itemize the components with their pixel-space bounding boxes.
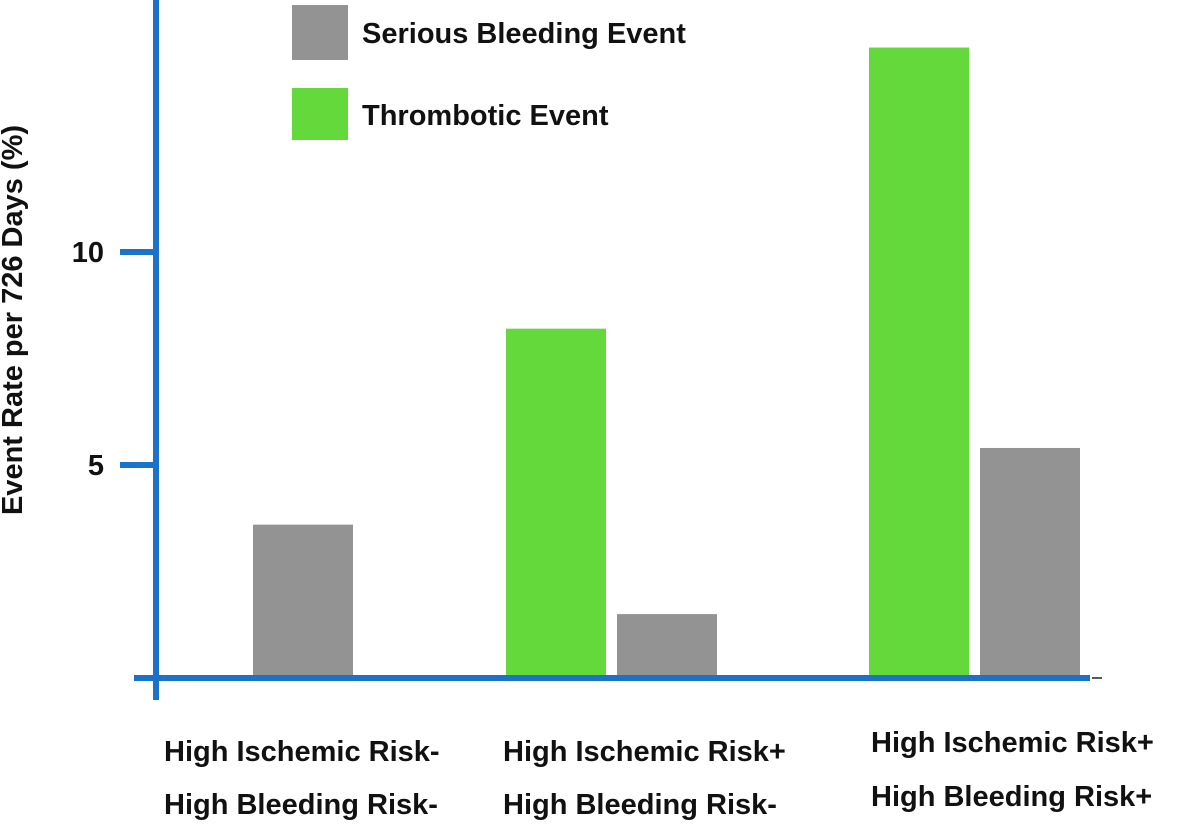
y-tick-label-5: 5 <box>88 450 104 482</box>
legend-swatch-thrombotic <box>292 88 348 140</box>
y-tick-label-10: 10 <box>72 237 104 269</box>
x-category-labels: High Ischemic Risk- High Bleeding Risk- … <box>164 727 1154 821</box>
category-3-line-1: High Ischemic Risk+ <box>871 727 1154 759</box>
bars <box>253 47 1080 675</box>
category-1-line-2: High Bleeding Risk- <box>164 789 438 821</box>
axes <box>134 0 1102 700</box>
bar-thrombotic-event-category-2 <box>506 328 606 675</box>
category-2-line-1: High Ischemic Risk+ <box>503 736 786 768</box>
bar-thrombotic-event-category-3 <box>869 47 969 675</box>
legend-label-serious-bleeding: Serious Bleeding Event <box>362 18 686 50</box>
bar-serious-bleeding-event-category-1 <box>253 524 353 675</box>
category-2-line-2: High Bleeding Risk- <box>503 789 777 821</box>
legend-swatch-serious-bleeding <box>292 5 348 60</box>
bar-serious-bleeding-event-category-3 <box>980 447 1080 675</box>
category-3-line-2: High Bleeding Risk+ <box>871 781 1152 813</box>
y-axis-title: Event Rate per 726 Days (%) <box>0 125 29 515</box>
legend: Serious Bleeding Event Thrombotic Event <box>292 5 686 140</box>
category-1-line-1: High Ischemic Risk- <box>164 736 440 768</box>
legend-label-thrombotic: Thrombotic Event <box>362 100 609 132</box>
y-ticks: 5 10 <box>72 237 156 482</box>
bar-serious-bleeding-event-category-2 <box>617 614 717 675</box>
